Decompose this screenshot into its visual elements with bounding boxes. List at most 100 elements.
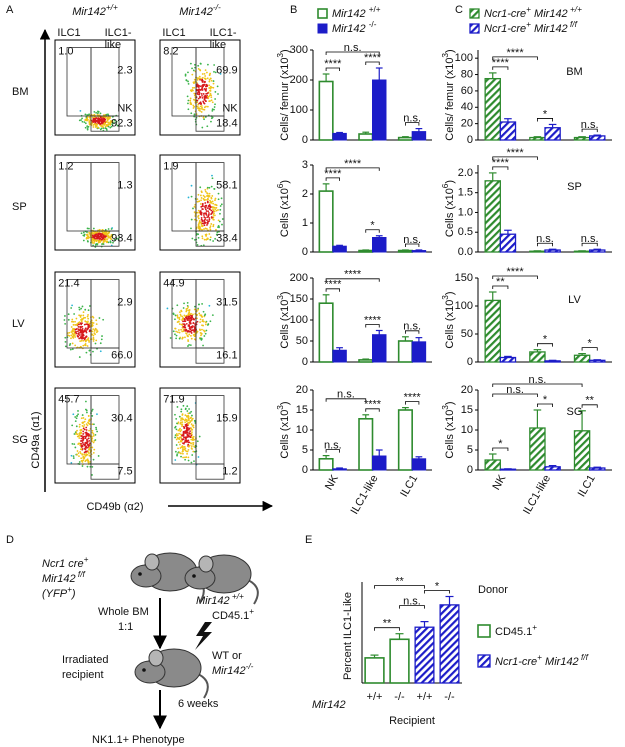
event-dot [200,197,203,199]
event-dot [174,327,176,330]
event-dot [84,344,87,347]
event-dot [190,317,193,320]
event-dot [99,128,102,131]
event-dot [201,78,204,81]
y-axis-label: Cells/ femur (x103) [441,49,456,140]
event-dot [102,117,105,120]
event-dot [95,243,98,245]
y-axis-label: CD49a (α1) [30,411,42,468]
event-dot [88,227,90,230]
event-dot [86,233,89,236]
gate-value: 69.9 [216,64,237,76]
event-dot [88,439,91,442]
text-run: + [526,5,531,14]
legend-label: Ncr1-cre+ Mir142 +/+ [484,5,582,20]
event-dot [64,345,67,348]
event-dot [194,420,196,423]
event-dot [84,337,86,340]
text-run: ) [444,291,456,295]
event-dot [199,194,202,197]
significance-bracket [405,401,420,405]
column-header: Mir142-/- [179,3,221,18]
event-dot [83,428,86,431]
event-dot [208,233,211,235]
event-dot [97,455,100,457]
event-dot [187,417,190,419]
event-dot [215,233,218,236]
event-dot [210,209,213,212]
event-dot [205,321,207,324]
event-dot [82,311,85,314]
significance-label: * [498,438,503,450]
event-dot [82,455,85,458]
text-run: ) [70,588,76,600]
event-dot [182,446,185,448]
event-dot [202,208,204,211]
event-dot [106,235,109,238]
significance-bracket [424,590,450,594]
event-dot [83,453,86,456]
event-dot [208,304,211,307]
bar [411,341,427,363]
event-dot [190,112,193,115]
event-dot [221,223,223,226]
text-run: ) [279,401,291,405]
y-tick-label: 20 [461,384,473,396]
event-dot [202,320,205,323]
y-tick-label: 100 [290,104,308,116]
event-dot [184,73,187,76]
text-run: Mir142 [196,595,230,607]
event-dot [88,349,91,352]
text-run: CD45.1 [495,626,532,638]
event-dot [206,195,208,197]
event-dot [200,199,202,202]
event-dot [211,217,214,220]
event-dot [210,196,213,199]
gate-value: 30.4 [111,412,132,424]
event-dot [81,414,84,416]
event-dot [205,210,208,212]
event-dot [84,320,87,323]
y-axis-label: Cells (x106) [441,180,456,237]
significance-bracket [325,167,380,171]
event-dot [199,203,202,205]
event-dot [92,316,95,319]
event-dot [91,474,93,476]
event-dot [188,428,191,430]
event-dot [93,123,96,126]
event-dot [96,110,99,113]
event-dot [201,228,203,231]
event-dot [174,314,177,317]
event-dot [79,440,82,442]
event-dot [209,236,212,239]
event-dot [111,120,114,123]
text-run: (YFP [42,588,68,600]
event-dot [172,312,175,315]
event-dot [197,67,200,70]
event-dot [103,122,106,125]
event-dot [194,323,196,325]
y-tick-label: 0 [302,134,308,146]
event-dot [205,204,208,207]
event-dot [190,434,193,437]
bar [573,354,591,363]
event-dot [87,323,90,326]
event-dot [202,319,204,321]
event-dot [73,332,76,335]
event-dot [87,309,90,312]
event-dot [190,184,193,187]
event-dot [187,71,189,74]
event-dot [91,242,94,244]
y-axis-label: Cells (x103) [276,291,291,348]
gate-value: 66.0 [111,350,132,362]
event-dot [178,436,181,439]
text-run: Mir142 [542,656,579,668]
event-dot [67,334,69,337]
bar [589,467,606,471]
event-dot [214,98,217,100]
event-dot [72,337,75,339]
event-dot [101,120,104,122]
event-dot [83,447,86,450]
event-dot [180,315,182,317]
bar [589,359,606,363]
